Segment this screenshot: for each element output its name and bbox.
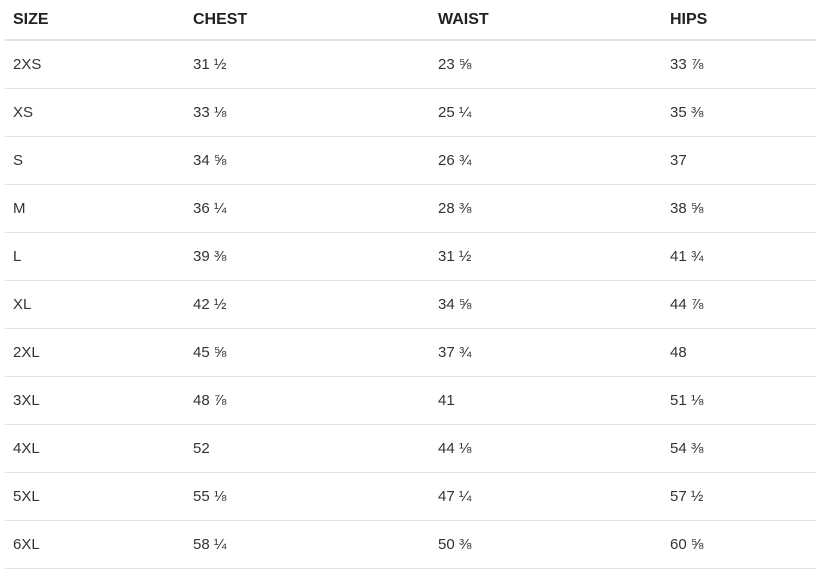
table-row: 3XL 48 ⅞ 41 51 ⅛ [5, 376, 816, 425]
cell-chest: 34 ⅝ [185, 136, 430, 185]
cell-waist: 23 ⅝ [430, 40, 662, 89]
cell-waist: 44 ⅛ [430, 424, 662, 473]
cell-chest: 45 ⅝ [185, 328, 430, 377]
cell-chest: 42 ½ [185, 280, 430, 329]
cell-hips: 44 ⅞ [662, 280, 816, 329]
cell-waist: 34 ⅝ [430, 280, 662, 329]
cell-size: 2XL [5, 328, 185, 377]
table-row: 2XL 45 ⅝ 37 ¾ 48 [5, 328, 816, 377]
cell-hips: 51 ⅛ [662, 376, 816, 425]
header-chest: CHEST [185, 0, 430, 41]
table-row: L 39 ⅜ 31 ½ 41 ¾ [5, 232, 816, 281]
cell-hips: 48 [662, 328, 816, 377]
table-row: S 34 ⅝ 26 ¾ 37 [5, 136, 816, 185]
cell-chest: 52 [185, 424, 430, 473]
table-row: XL 42 ½ 34 ⅝ 44 ⅞ [5, 280, 816, 329]
cell-hips: 38 ⅝ [662, 184, 816, 233]
cell-size: 5XL [5, 472, 185, 521]
cell-size: S [5, 136, 185, 185]
cell-chest: 33 ⅛ [185, 88, 430, 137]
table-header: SIZE CHEST WAIST HIPS [5, 0, 816, 41]
cell-waist: 31 ½ [430, 232, 662, 281]
cell-hips: 60 ⅝ [662, 520, 816, 569]
size-chart-table: SIZE CHEST WAIST HIPS 2XS 31 ½ 23 ⅝ 33 ⅞… [5, 0, 816, 569]
cell-hips: 54 ⅜ [662, 424, 816, 473]
cell-hips: 33 ⅞ [662, 40, 816, 89]
cell-size: L [5, 232, 185, 281]
cell-size: 2XS [5, 40, 185, 89]
cell-size: XS [5, 88, 185, 137]
table-row: 2XS 31 ½ 23 ⅝ 33 ⅞ [5, 40, 816, 89]
table-row: 6XL 58 ¼ 50 ⅜ 60 ⅝ [5, 520, 816, 569]
cell-chest: 55 ⅛ [185, 472, 430, 521]
header-waist: WAIST [430, 0, 662, 41]
cell-waist: 26 ¾ [430, 136, 662, 185]
header-size: SIZE [5, 0, 185, 41]
table-row: M 36 ¼ 28 ⅜ 38 ⅝ [5, 184, 816, 233]
cell-chest: 36 ¼ [185, 184, 430, 233]
cell-size: 3XL [5, 376, 185, 425]
header-hips: HIPS [662, 0, 816, 41]
table-body: 2XS 31 ½ 23 ⅝ 33 ⅞ XS 33 ⅛ 25 ¼ 35 ⅜ S 3… [5, 40, 816, 569]
cell-size: 6XL [5, 520, 185, 569]
cell-waist: 41 [430, 376, 662, 425]
cell-waist: 25 ¼ [430, 88, 662, 137]
table-row: XS 33 ⅛ 25 ¼ 35 ⅜ [5, 88, 816, 137]
cell-chest: 58 ¼ [185, 520, 430, 569]
cell-chest: 39 ⅜ [185, 232, 430, 281]
cell-hips: 57 ½ [662, 472, 816, 521]
cell-hips: 37 [662, 136, 816, 185]
cell-chest: 48 ⅞ [185, 376, 430, 425]
cell-hips: 35 ⅜ [662, 88, 816, 137]
cell-size: M [5, 184, 185, 233]
cell-waist: 50 ⅜ [430, 520, 662, 569]
cell-size: XL [5, 280, 185, 329]
cell-waist: 37 ¾ [430, 328, 662, 377]
header-row: SIZE CHEST WAIST HIPS [5, 0, 816, 41]
cell-chest: 31 ½ [185, 40, 430, 89]
cell-waist: 28 ⅜ [430, 184, 662, 233]
table-row: 4XL 52 44 ⅛ 54 ⅜ [5, 424, 816, 473]
table-row: 5XL 55 ⅛ 47 ¼ 57 ½ [5, 472, 816, 521]
cell-hips: 41 ¾ [662, 232, 816, 281]
cell-size: 4XL [5, 424, 185, 473]
cell-waist: 47 ¼ [430, 472, 662, 521]
